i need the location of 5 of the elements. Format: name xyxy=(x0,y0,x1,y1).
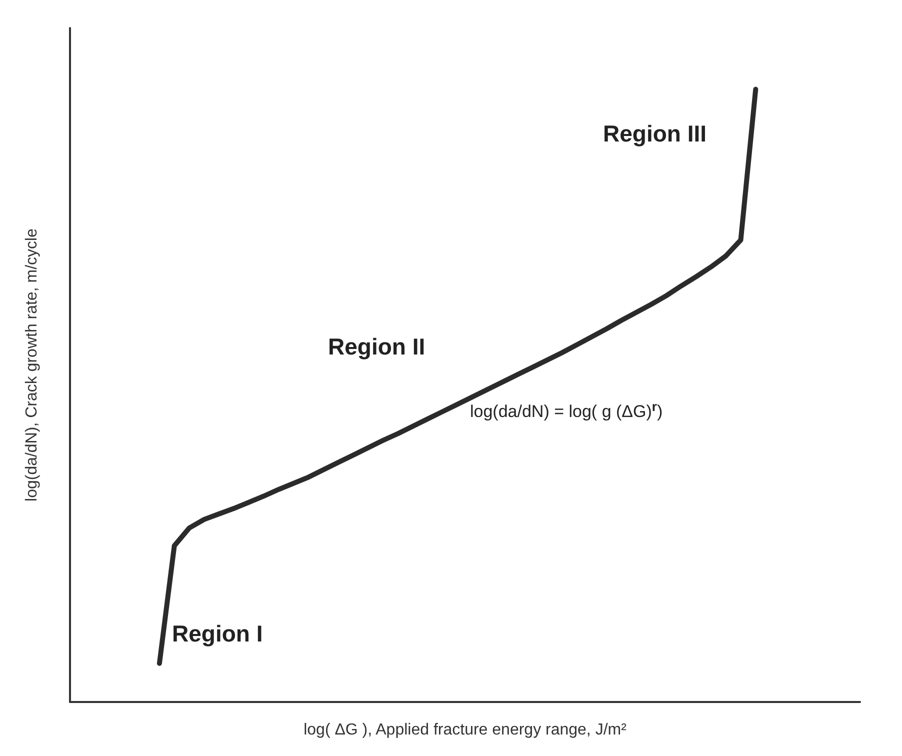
x-axis-title: log( ΔG ), Applied fracture energy range, J/m² xyxy=(304,722,628,738)
y-axis-title: log(da/dN), Crack growth rate, m/cycle xyxy=(24,228,40,502)
annotation: Region III xyxy=(603,120,706,146)
annotation: Region I xyxy=(172,620,263,646)
annotation: Region II xyxy=(328,334,426,360)
